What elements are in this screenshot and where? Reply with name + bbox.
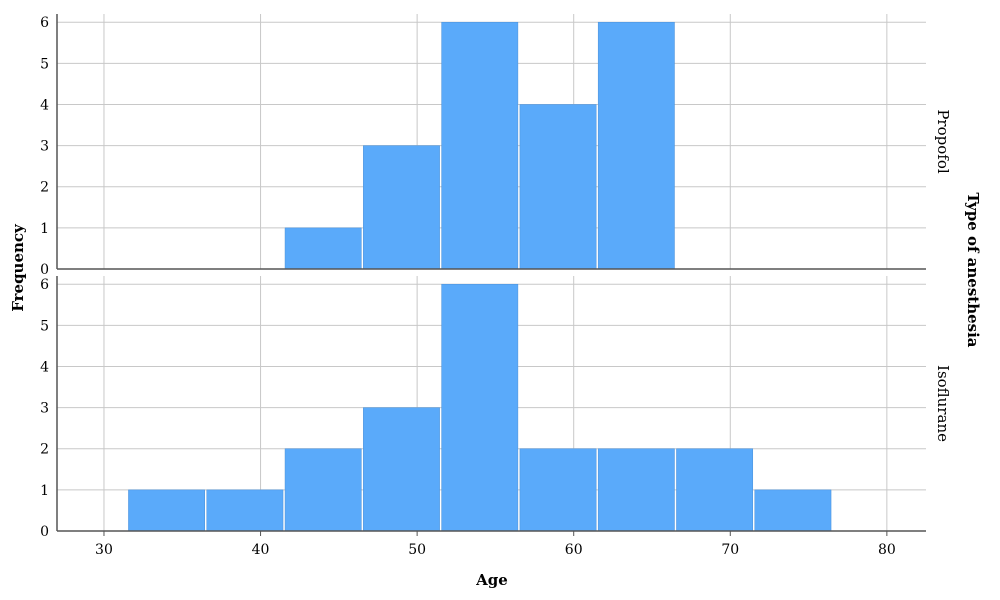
x-tick-label: 50 — [408, 542, 426, 558]
histogram-bar — [597, 21, 675, 270]
panels: 0 1 2 3 4 5 6 Propofol 0 1 2 3 4 5 6 Isoflurane — [40, 14, 952, 540]
histogram-bar — [284, 227, 362, 270]
y-tick-label: 5 — [40, 56, 49, 72]
y-tick-label: 6 — [40, 15, 49, 31]
histogram-bar — [441, 283, 519, 532]
x-tick-label: 40 — [252, 542, 270, 558]
y-tick-label: 5 — [40, 318, 49, 334]
histogram-bar — [441, 21, 519, 270]
panel-label: Isoflurane — [934, 365, 952, 442]
histogram-bar — [363, 407, 440, 532]
panel-label: Propofol — [934, 109, 952, 174]
panel-propofol: 0 1 2 3 4 5 6 Propofol — [40, 14, 952, 278]
y-tick-label: 3 — [40, 401, 49, 417]
y-tick-label: 1 — [40, 483, 49, 499]
histogram-bar — [284, 448, 362, 532]
histogram-bar — [519, 448, 597, 532]
x-axis-ticks: 30 40 50 60 70 80 — [95, 531, 896, 558]
y-tick-label: 0 — [40, 262, 49, 278]
x-tick-label: 60 — [565, 542, 583, 558]
y-axis-title: Frequency — [9, 223, 27, 312]
x-tick-label: 70 — [721, 542, 739, 558]
panel-isoflurane: 0 1 2 3 4 5 6 Isoflurane — [40, 276, 952, 540]
x-tick-label: 30 — [95, 542, 113, 558]
histogram-bar — [597, 448, 675, 532]
y-tick-label: 2 — [40, 180, 49, 196]
histogram-bar — [676, 448, 754, 532]
y-tick-label: 2 — [40, 442, 49, 458]
facet-title: Type of anesthesia — [964, 192, 982, 347]
y-tick-label: 6 — [40, 277, 49, 293]
y-tick-label: 4 — [40, 97, 49, 113]
histogram-bar — [128, 489, 205, 532]
y-tick-label: 4 — [40, 359, 49, 375]
x-axis-title: Age — [475, 571, 508, 589]
histogram-bar — [206, 489, 284, 532]
histogram-bar — [363, 145, 440, 270]
y-tick-label: 3 — [40, 139, 49, 155]
x-tick-label: 80 — [878, 542, 896, 558]
y-tick-label: 0 — [40, 524, 49, 540]
histogram-bar — [754, 489, 832, 532]
histogram-bar — [519, 104, 597, 270]
y-tick-label: 1 — [40, 221, 49, 237]
